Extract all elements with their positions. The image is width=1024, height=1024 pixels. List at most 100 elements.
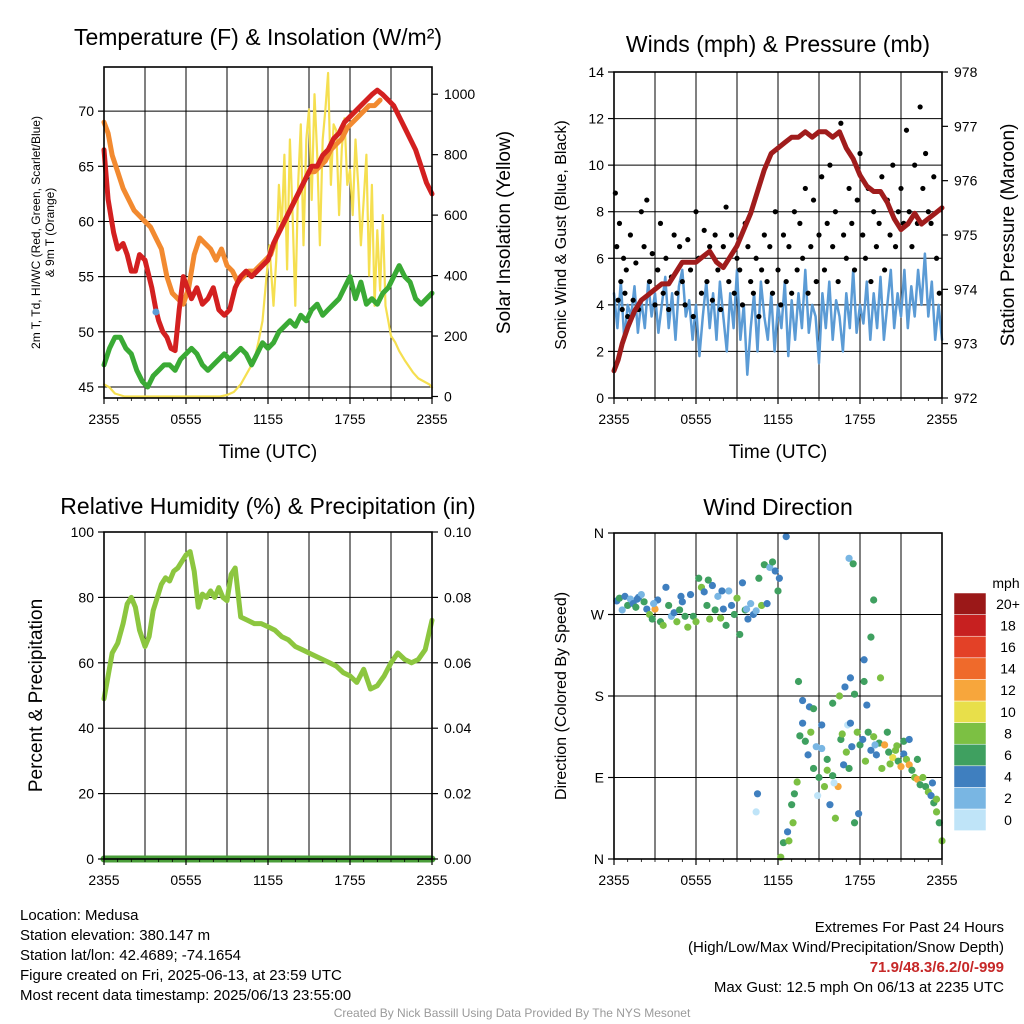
gust-point (898, 185, 904, 192)
direction-point (801, 737, 809, 745)
gust-point (868, 278, 874, 285)
y-tick-label: 60 (78, 213, 94, 229)
x-axis-label: Time (UTC) (729, 442, 828, 463)
y-tick-label: 14 (588, 64, 604, 80)
y2-tick-label: 200 (444, 328, 468, 344)
speed-legend-swatch (953, 635, 987, 659)
gust-point (851, 267, 858, 273)
gust-point (726, 278, 732, 285)
direction-point (677, 592, 685, 600)
series-temp-line (101, 87, 435, 354)
y-tick-label: 12 (588, 111, 604, 127)
speed-legend-swatch (953, 614, 987, 637)
y-axis-label-left: Sonic Wind & Gust (Blue, Black) (553, 120, 570, 349)
gust-point (887, 232, 893, 238)
gust-point (737, 267, 743, 273)
direction-point (779, 839, 788, 847)
direction-point (768, 558, 777, 566)
direction-point (855, 810, 863, 818)
gust-point (895, 209, 901, 215)
gust-point (687, 267, 694, 273)
direction-point (704, 576, 712, 584)
gust-point (800, 255, 806, 261)
direction-point (846, 719, 855, 727)
y-axis-label-left: Percent & Precipitation (26, 599, 47, 792)
direction-point (883, 728, 891, 736)
direction-point (853, 728, 861, 736)
direction-point (935, 819, 943, 827)
direction-point (711, 606, 719, 614)
direction-point (747, 600, 755, 608)
direction-point (789, 819, 797, 827)
direction-point (876, 674, 885, 682)
direction-point (864, 728, 872, 736)
gust-point (646, 278, 653, 285)
gust-point (701, 227, 707, 233)
gust-point (615, 297, 621, 303)
direction-point (845, 554, 853, 562)
figure-created: Figure created on Fri, 2025-06-13, at 23… (20, 967, 342, 984)
gust-point (633, 260, 639, 266)
y-tick-label: 4 (596, 297, 604, 313)
gust-point (682, 302, 688, 308)
gust-point (860, 232, 866, 238)
direction-point (889, 753, 897, 762)
series-rh-line (101, 549, 435, 702)
gust-point (748, 278, 754, 285)
gust-point (679, 278, 685, 285)
gust-point (616, 220, 623, 226)
direction-point (916, 781, 924, 789)
direction-point (695, 574, 703, 582)
y2-tick-label: 0.08 (444, 589, 471, 605)
speed-legend-swatch (953, 722, 987, 745)
gust-point (618, 278, 624, 285)
direction-point (835, 692, 844, 700)
gust-point (882, 267, 888, 273)
direction-point (867, 633, 875, 641)
direction-point (932, 808, 941, 816)
direction-point (738, 579, 747, 587)
direction-point (807, 728, 815, 736)
gust-point (920, 185, 926, 192)
gust-point (791, 209, 798, 215)
gust-point (657, 220, 664, 226)
speed-legend-unit: mph (992, 575, 1019, 591)
extremes-values: 71.9/48.3/6.2/0/-999 (869, 959, 1004, 976)
speed-legend-swatch (953, 592, 987, 615)
direction-point (919, 773, 927, 782)
gust-point (827, 162, 833, 168)
station-elevation: Station elevation: 380.147 m (20, 927, 211, 944)
x-tick-label: 1155 (253, 872, 283, 888)
gust-point (923, 150, 929, 157)
gust-point (808, 244, 814, 250)
gust-point (854, 197, 860, 203)
speed-legend-label: 0 (1004, 812, 1012, 828)
speed-legend-label: 14 (1000, 661, 1016, 677)
direction-point (753, 790, 762, 798)
direction-point (856, 741, 864, 749)
gust-point (879, 174, 885, 180)
gust-point (739, 302, 746, 308)
direction-point (793, 778, 801, 786)
y-tick-label: 100 (71, 524, 95, 540)
direction-point (837, 735, 845, 744)
gust-point (660, 290, 666, 296)
gust-point (764, 278, 770, 285)
direction-point (823, 755, 831, 763)
chart-title: Winds (mph) & Pressure (mb) (626, 31, 930, 57)
direction-point (850, 819, 859, 827)
gust-point (769, 290, 776, 296)
gust-point (819, 174, 825, 180)
direction-point (897, 763, 905, 771)
y-tick-label: 8 (596, 204, 604, 220)
direction-point (783, 828, 792, 836)
y2-tick-label: 0.10 (444, 524, 471, 540)
speed-legend-swatch (953, 657, 987, 680)
y-tick-label: 2 (596, 343, 604, 359)
gust-point (750, 290, 757, 296)
direction-point (814, 792, 822, 800)
direction-point (714, 592, 722, 600)
gust-point (802, 185, 808, 192)
speed-legend-label: 8 (1004, 725, 1012, 741)
gust-point (925, 209, 931, 215)
